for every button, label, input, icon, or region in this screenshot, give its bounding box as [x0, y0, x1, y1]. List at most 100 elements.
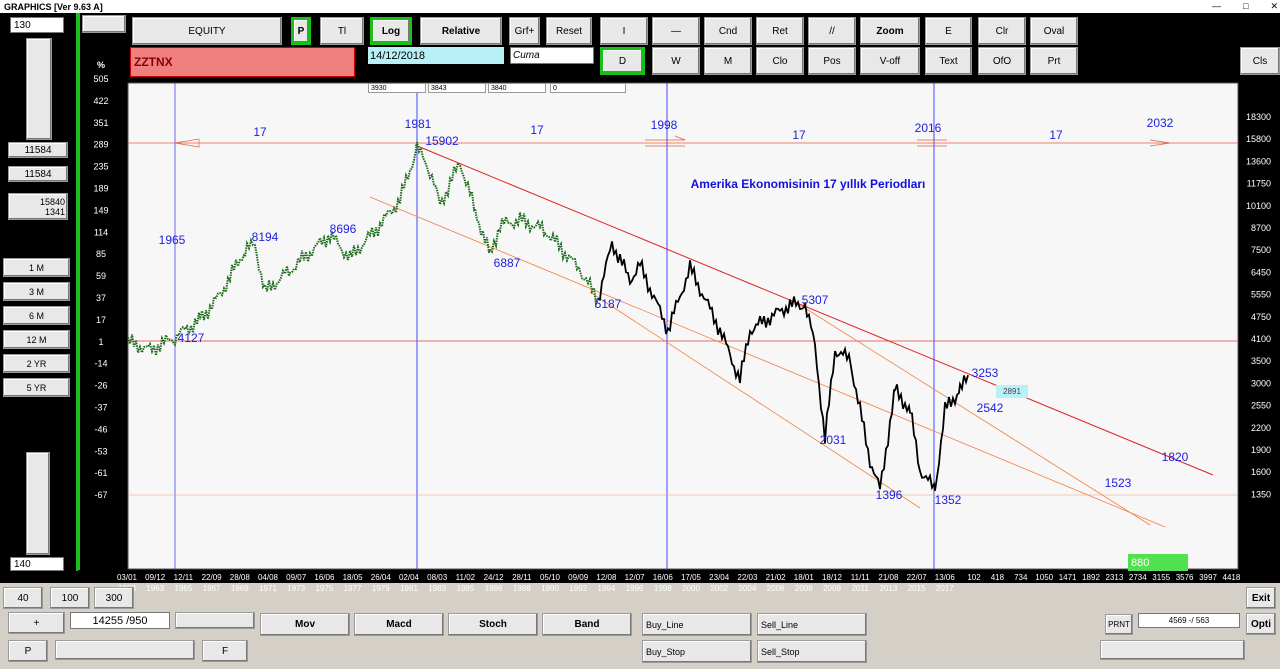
bottom-value: 880	[1128, 554, 1188, 571]
tool-button[interactable]: Relative	[420, 17, 502, 45]
tool-button[interactable]: OfO	[978, 47, 1026, 75]
left-axis-label: 114	[94, 227, 108, 237]
tool-button[interactable]: Oval	[1030, 17, 1078, 45]
scrollbar[interactable]	[26, 452, 50, 555]
h-scroll[interactable]	[175, 612, 255, 629]
line-checkbox[interactable]: Sell_Line	[757, 613, 867, 636]
period-button[interactable]: 6 M	[3, 306, 70, 325]
opti-button[interactable]: Opti	[1246, 613, 1276, 635]
right-axis-label: 1350	[1251, 489, 1271, 499]
tool-button[interactable]: Pos	[808, 47, 856, 75]
indicator-button[interactable]: Stoch	[448, 613, 538, 636]
period-button[interactable]: 3 M	[3, 282, 70, 301]
x-label-date: 26/04	[371, 573, 392, 582]
zoom-button[interactable]: 40	[3, 587, 43, 609]
tool-button[interactable]: Cls	[1240, 47, 1280, 75]
tool-button[interactable]: Reset	[546, 17, 592, 45]
tool-button[interactable]: Text	[925, 47, 972, 75]
tool-button[interactable]: Log	[370, 17, 412, 45]
x-label-date: 16/06	[653, 573, 674, 582]
h-scroll[interactable]	[1100, 640, 1245, 660]
plus-button[interactable]: +	[8, 612, 65, 634]
x-label-future: 3155	[1152, 573, 1170, 582]
annotation: 8194	[252, 230, 279, 244]
line-checkbox[interactable]: Buy_Line	[642, 613, 752, 636]
symbol-field[interactable]: ZZTNX	[130, 47, 355, 77]
right-axis-label: 2550	[1251, 401, 1271, 411]
f-button[interactable]: F	[202, 640, 248, 662]
x-label-year: 1996	[626, 584, 644, 593]
annotation: 2032	[1147, 116, 1174, 130]
tool-button[interactable]: Prt	[1030, 47, 1078, 75]
period-button[interactable]: 5 YR	[3, 378, 70, 397]
nav-scroll[interactable]	[82, 15, 126, 33]
x-label-future: 1050	[1035, 573, 1053, 582]
tool-button[interactable]: Clr	[978, 17, 1026, 45]
annotation: 17	[253, 125, 267, 139]
period-button[interactable]: 1 M	[3, 258, 70, 277]
period-button[interactable]: 12 M	[3, 330, 70, 349]
tool-button[interactable]: //	[808, 17, 856, 45]
x-label-future: 1471	[1059, 573, 1077, 582]
price-box: 0	[550, 83, 626, 93]
x-label-future: 418	[991, 573, 1005, 582]
indicator-button[interactable]: Mov	[260, 613, 350, 636]
tool-button[interactable]: P	[291, 17, 311, 45]
x-label-year: 2004	[739, 584, 757, 593]
tool-button[interactable]: W	[652, 47, 700, 75]
x-label-year: 1979	[372, 584, 390, 593]
line-checkbox[interactable]: Sell_Stop	[757, 640, 867, 663]
annotation: 1998	[651, 118, 678, 132]
x-label-future: 1892	[1082, 573, 1100, 582]
maximize[interactable]: □	[1243, 1, 1249, 11]
tool-button[interactable]: Cnd	[704, 17, 752, 45]
tool-button[interactable]: Ret	[756, 17, 804, 45]
tool-button[interactable]: —	[652, 17, 700, 45]
close[interactable]: ✕	[1270, 0, 1278, 11]
x-label-date: 21/02	[766, 573, 787, 582]
right-axis-label: 2200	[1251, 423, 1271, 433]
left-axis-label: 351	[93, 118, 108, 128]
zoom-button[interactable]: 300	[94, 587, 134, 609]
scrollbar[interactable]	[26, 38, 52, 140]
indicator-button[interactable]: Band	[542, 613, 632, 636]
zoom-button[interactable]: 100	[50, 587, 90, 609]
window-controls: — □ ✕	[1212, 0, 1278, 12]
tool-button[interactable]: V-off	[860, 47, 920, 75]
readout: 4569 -/ 563	[1138, 613, 1240, 628]
tool-button[interactable]: I	[600, 17, 648, 45]
tool-button[interactable]: Tl	[320, 17, 364, 45]
left-axis-label: 505	[93, 74, 108, 84]
input-top[interactable]: 130	[10, 17, 64, 33]
right-axis-label: 3000	[1251, 378, 1271, 388]
tool-button[interactable]: Zoom	[860, 17, 920, 45]
x-label-date: 03/01	[117, 573, 138, 582]
minimize[interactable]: —	[1212, 1, 1221, 11]
period-button[interactable]: 2 YR	[3, 354, 70, 373]
h-scroll[interactable]	[55, 640, 195, 660]
left-axis-label: -53	[94, 446, 107, 456]
day-field[interactable]: Cuma	[510, 47, 594, 64]
tool-button[interactable]: EQUITY	[132, 17, 282, 45]
p-button[interactable]: P	[8, 640, 48, 662]
annotation: 5187	[595, 297, 622, 311]
arrow-marker	[174, 138, 200, 148]
left-axis-label: 59	[96, 271, 106, 281]
input-bottom[interactable]: 140	[10, 557, 64, 571]
right-axis-label: 13600	[1246, 156, 1271, 166]
tool-button[interactable]: D	[600, 47, 645, 75]
x-label-year: 1990	[541, 584, 559, 593]
x-label-year: 1983	[428, 584, 446, 593]
print-button[interactable]: PRNT	[1105, 614, 1133, 635]
tool-button[interactable]: Grf+	[509, 17, 540, 45]
chart-labels: % 505 422 351 289 235 189 149 114 85 59 37 17 1 -14 -26…	[93, 60, 1271, 593]
indicator-button[interactable]: Macd	[354, 613, 444, 636]
drawings	[128, 83, 1238, 569]
tool-button[interactable]: M	[704, 47, 752, 75]
tool-button[interactable]: E	[925, 17, 972, 45]
x-label-date: 23/04	[709, 573, 730, 582]
line-checkbox[interactable]: Buy_Stop	[642, 640, 752, 663]
tool-button[interactable]: Clo	[756, 47, 804, 75]
date-field[interactable]: 14/12/2018	[368, 47, 504, 64]
exit-button[interactable]: Exit	[1246, 587, 1276, 609]
